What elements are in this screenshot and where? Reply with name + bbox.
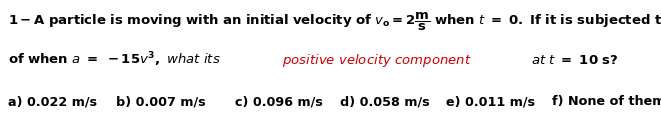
Text: $\mathbf{1-}$$\mathbf{A\ particle\ is\ moving\ with\ an\ initial\ velocity\ of\ : $\mathbf{1-}$$\mathbf{A\ particle\ is\ m… (8, 11, 661, 33)
Text: f) None of them: f) None of them (552, 95, 661, 108)
Text: a) 0.022 m/s: a) 0.022 m/s (8, 95, 97, 108)
Text: e) 0.011 m/s: e) 0.011 m/s (446, 95, 535, 108)
Text: c) 0.096 m/s: c) 0.096 m/s (235, 95, 323, 108)
Text: $\mathbf{of\ when\ \mathit{a}\ =\ -15\mathit{v}^{3},\ \mathit{what\ its}\ }$: $\mathbf{of\ when\ \mathit{a}\ =\ -15\ma… (8, 50, 221, 69)
Text: $\mathbf{\ \mathit{at}\ \mathit{t}\ =\ 10\ s?}$: $\mathbf{\ \mathit{at}\ \mathit{t}\ =\ 1… (527, 54, 619, 67)
Text: b) 0.007 m/s: b) 0.007 m/s (116, 95, 206, 108)
Text: $\mathbf{\mathit{positive\ velocity\ component}}$: $\mathbf{\mathit{positive\ velocity\ com… (282, 52, 472, 69)
Text: d) 0.058 m/s: d) 0.058 m/s (340, 95, 430, 108)
